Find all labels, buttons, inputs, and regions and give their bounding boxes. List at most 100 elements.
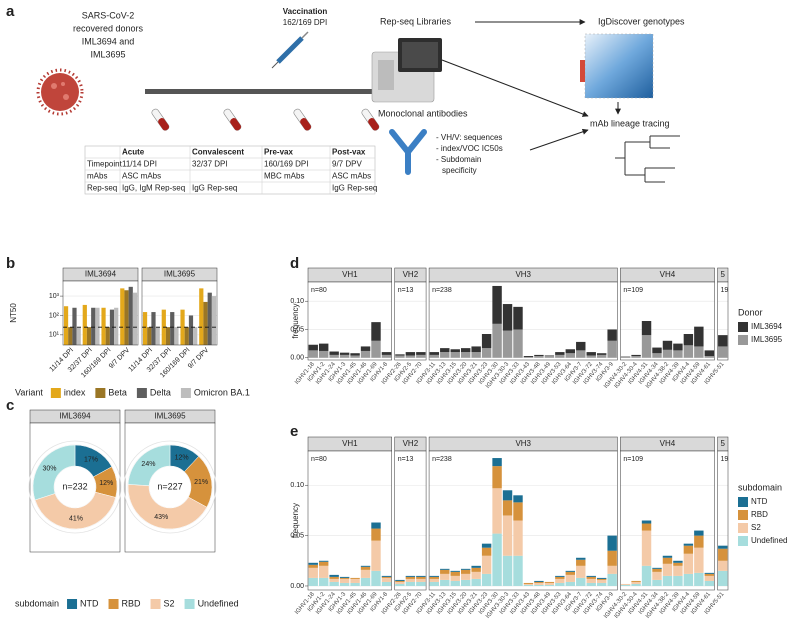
bar-segment — [555, 352, 565, 355]
bar-segment — [350, 582, 360, 586]
bar-segment — [308, 564, 318, 568]
bar-segment — [534, 580, 544, 582]
bar-segment — [641, 321, 652, 336]
bar-segment — [565, 349, 576, 354]
bar — [72, 307, 77, 345]
value-label: 21% — [194, 479, 208, 486]
bar — [101, 307, 106, 345]
bar — [184, 327, 189, 345]
bar — [142, 312, 148, 345]
donor-text: recovered donors — [73, 23, 144, 33]
bar-segment — [555, 578, 565, 583]
bar-segment — [694, 346, 704, 358]
panel-border — [620, 450, 715, 591]
legend-label: NTD — [80, 598, 99, 608]
bar-segment — [565, 581, 576, 586]
bar-segment — [471, 565, 481, 568]
bar-segment — [718, 545, 728, 549]
legend-label: NTD — [751, 497, 768, 506]
bar-segment — [534, 584, 544, 586]
bar-segment — [381, 352, 392, 355]
value-label: 12% — [175, 455, 189, 462]
panel-border — [717, 450, 729, 591]
bar-segment — [704, 350, 715, 357]
bar-segment — [631, 580, 641, 582]
bar — [203, 301, 208, 345]
bar — [165, 327, 171, 345]
bar-segment — [673, 350, 683, 358]
legend-label: IML3695 — [751, 335, 783, 344]
bar-segment — [416, 575, 426, 577]
bar-segment — [381, 576, 392, 578]
center-label: n=232 — [62, 481, 87, 491]
bar-segment — [652, 579, 662, 586]
igdiscover-label: IgDiscover genotypes — [598, 16, 685, 26]
heatmap-icon — [580, 33, 654, 99]
bar-segment — [607, 329, 617, 341]
output-item: - VH/V: sequences — [436, 133, 502, 142]
donor-text: IML3695 — [90, 49, 125, 59]
bar — [91, 307, 96, 345]
facet-title: IML3694 — [85, 270, 117, 279]
value-label: 17% — [84, 457, 98, 464]
y-tick-label: 0.00 — [290, 583, 304, 590]
bar-segment — [544, 584, 555, 586]
bar-segment — [607, 565, 617, 574]
bar-segment — [544, 581, 555, 583]
bar-segment — [460, 569, 471, 574]
bar-segment — [308, 577, 318, 586]
bar-segment — [704, 580, 715, 586]
facet-count: n=109 — [623, 287, 643, 294]
bar-segment — [513, 520, 523, 556]
bar — [105, 327, 110, 345]
y-tick-label: 0.00 — [290, 355, 304, 362]
bar-segment — [576, 565, 586, 578]
legend-title: subdomain — [738, 482, 782, 492]
bar-segment — [381, 575, 392, 577]
panel-label: c — [6, 397, 14, 414]
bar-segment — [513, 306, 523, 330]
bar-segment — [704, 573, 715, 576]
output-item: - Subdomain — [436, 155, 481, 164]
bar-segment — [662, 557, 673, 564]
bar-segment — [440, 348, 450, 353]
bar-segment — [360, 566, 371, 570]
table-cell: ASC mAbs — [122, 172, 161, 181]
legend-swatch — [50, 388, 61, 398]
legend-swatch — [180, 388, 191, 398]
bar-segment — [502, 555, 513, 586]
facet-count: 19 — [721, 456, 729, 463]
bar-segment — [329, 351, 339, 355]
bar-segment — [596, 354, 607, 358]
bar-segment — [662, 349, 673, 358]
bar-segment — [502, 515, 513, 556]
panel — [429, 451, 618, 590]
bar-segment — [673, 562, 683, 566]
facet-title: VH2 — [403, 439, 419, 448]
facet-title: VH4 — [660, 270, 676, 279]
bar-segment — [502, 304, 513, 331]
facet-title: 5 — [721, 439, 726, 448]
bar-segment — [339, 577, 350, 579]
bar-segment — [694, 547, 704, 573]
bar-segment — [492, 466, 502, 489]
y-tick-label: 10³ — [49, 293, 60, 300]
table-header: Acute — [122, 148, 145, 157]
bar-segment — [460, 352, 471, 358]
legend-swatch — [108, 599, 119, 609]
facet-title: VH4 — [660, 439, 676, 448]
tube — [361, 108, 380, 131]
bar-segment — [308, 350, 318, 358]
bar-segment — [492, 488, 502, 534]
bar-segment — [308, 344, 318, 351]
bar-segment — [704, 572, 715, 574]
bar-segment — [371, 570, 381, 586]
panel — [394, 282, 427, 360]
bar-segment — [565, 574, 576, 582]
bar-segment — [718, 346, 728, 358]
legend-label: IML3694 — [751, 322, 783, 331]
vaccination-time: 162/169 DPI — [283, 18, 327, 27]
bar-segment — [350, 353, 360, 356]
panel-border — [717, 281, 729, 361]
legend-label: Delta — [150, 387, 171, 397]
